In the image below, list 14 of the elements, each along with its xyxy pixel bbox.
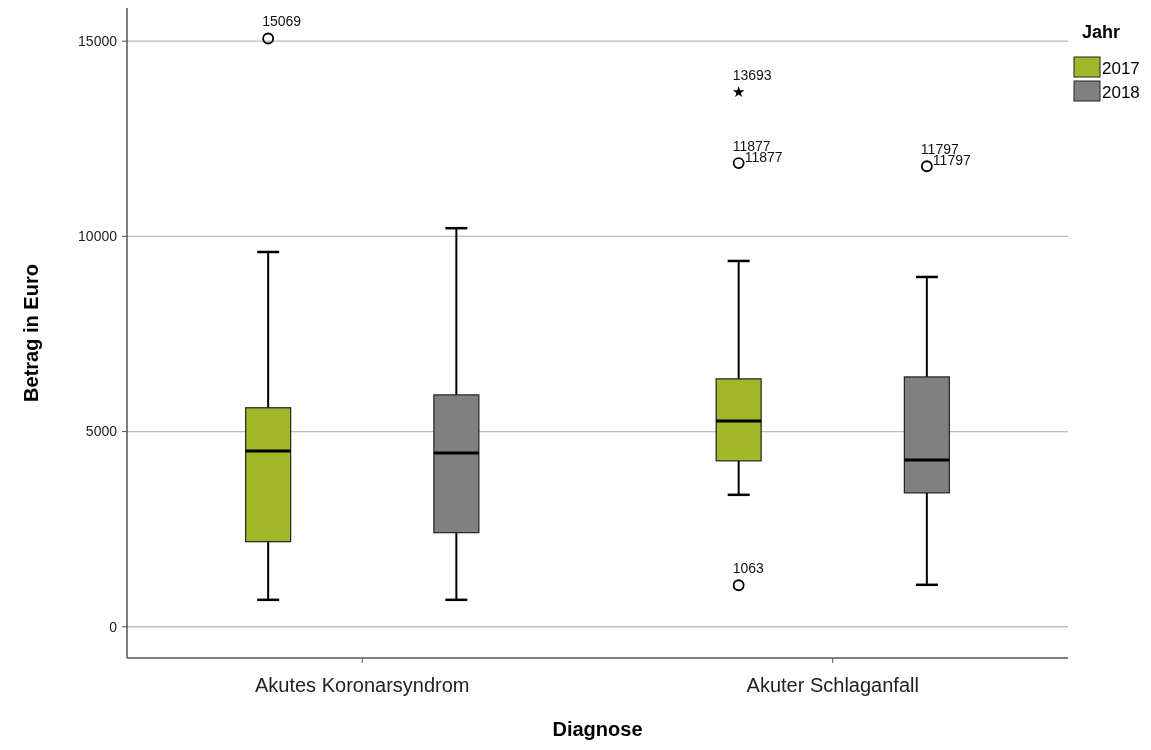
annotation: 15069 [262, 13, 302, 30]
y-axis-title: Betrag in Euro [20, 264, 42, 402]
x-tick-label: Akutes Koronarsyndrom [254, 674, 470, 696]
y-tick-label: 10000 [78, 228, 118, 245]
annotation: 1063 [732, 560, 765, 577]
y-tick-label: 15000 [78, 33, 118, 50]
legend-title: Jahr [1082, 22, 1121, 42]
x-tick-label: Akuter Schlaganfall [746, 674, 919, 696]
x-axis-title: Diagnose [552, 718, 643, 740]
y-tick-label: 0 [109, 618, 118, 635]
annotation: 13693 [732, 67, 772, 84]
legend-label: 2018 [1102, 83, 1140, 102]
y-tick-label: 5000 [85, 423, 118, 440]
legend-label: 2017 [1102, 59, 1140, 78]
